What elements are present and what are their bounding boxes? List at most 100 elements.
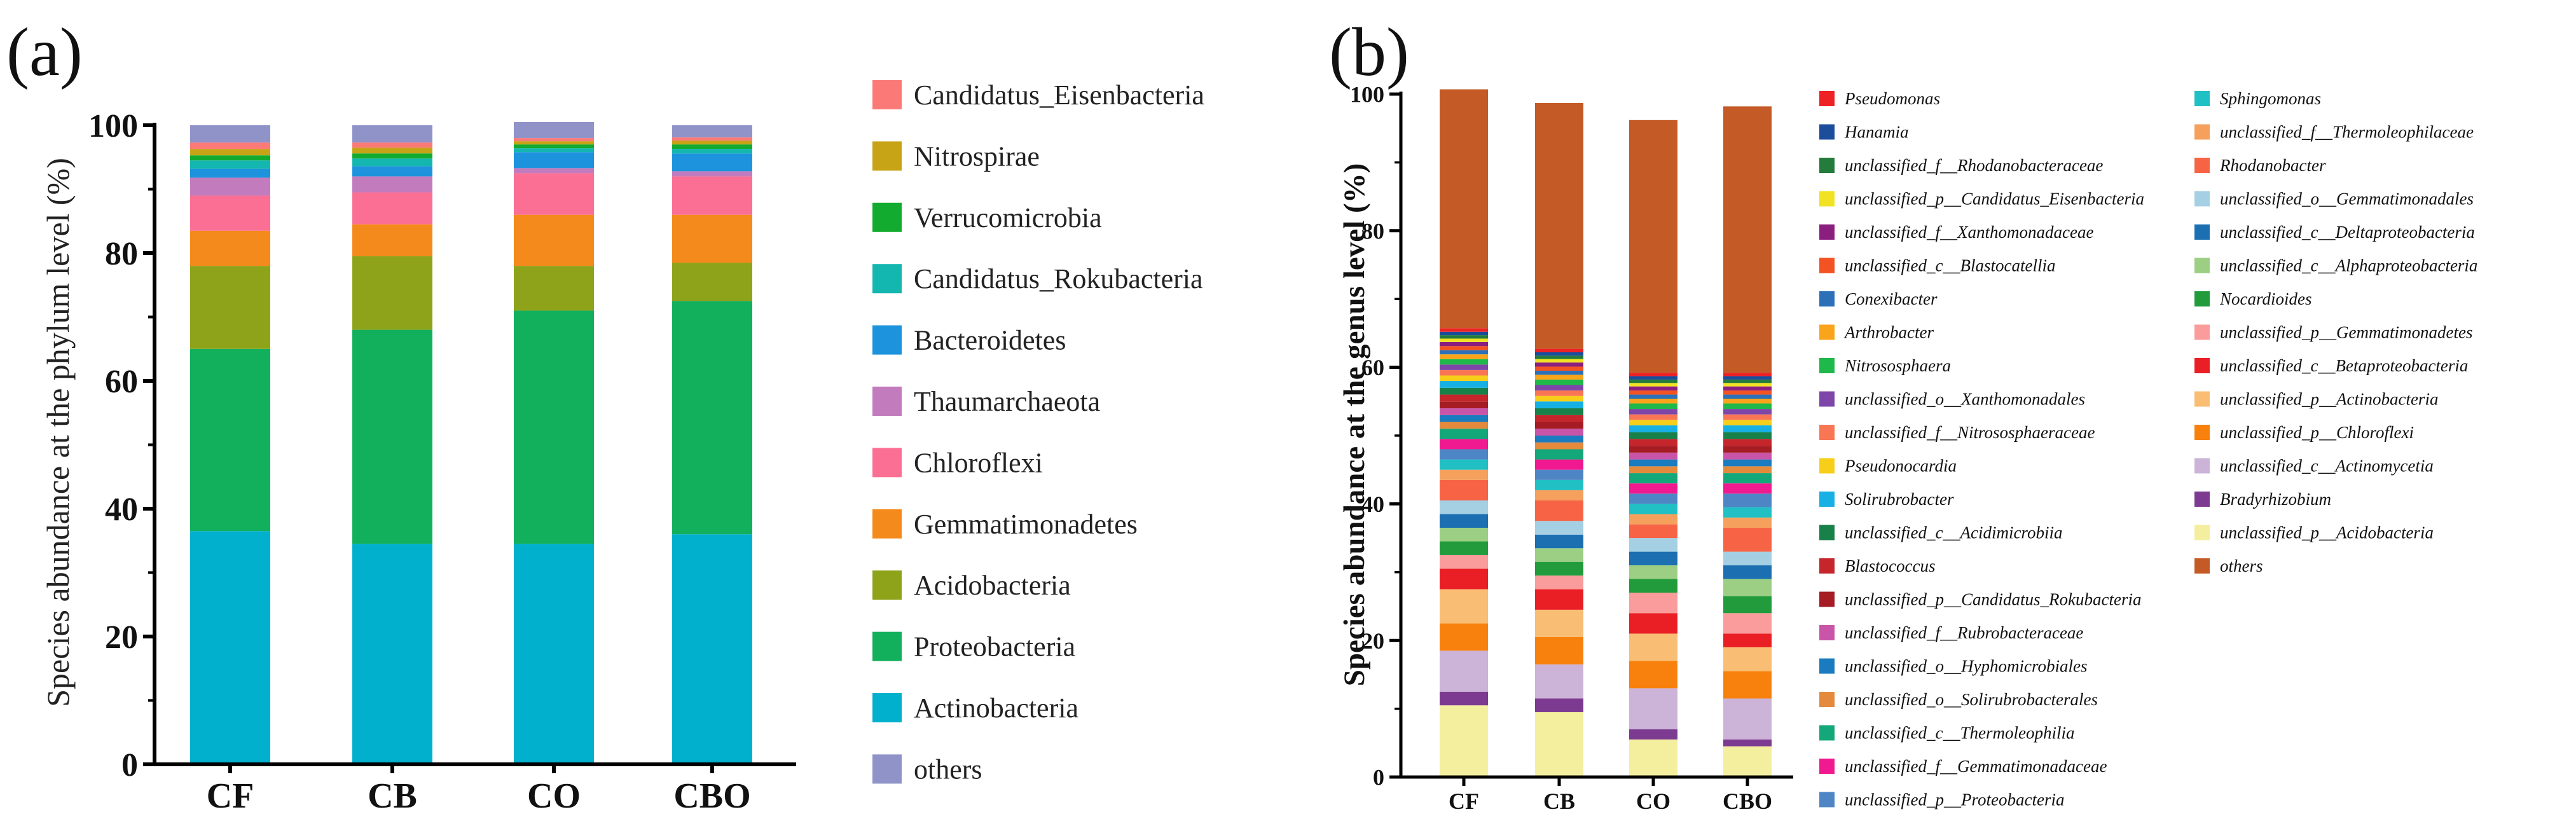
panel-b-bar-co-unclassified-c-deltaproteobacteria xyxy=(1629,551,1677,566)
panel-b-y-tick-label: 40 xyxy=(1361,492,1384,517)
panel-b-bar-cbo-unclassified-p-acidobacteria xyxy=(1723,746,1772,777)
panel-b-bar-co-nocardioides xyxy=(1629,579,1677,593)
panel-b-bar-cb-others xyxy=(1535,102,1583,349)
panel-a-bar-cb-verrucomicrobia xyxy=(352,153,432,159)
panel-b-bar-co-unclassified-o-gemmatimonadales xyxy=(1629,538,1677,552)
panel-a-bar-cf-candidatus-rokubacteria xyxy=(190,160,270,169)
panel-b-bar-co-unclassified-f-nitrososphaeraceae xyxy=(1629,414,1677,420)
panel-a-y-tick-label: 0 xyxy=(121,747,138,783)
panel-b-bar-co-unclassified-c-alphaproteobacteria xyxy=(1629,565,1677,579)
panel-a-bar-co-proteobacteria xyxy=(514,310,594,544)
panel-b-bar-cf-pseudomonas xyxy=(1440,328,1488,332)
legend-b-label-arthrobacter: Arthrobacter xyxy=(1843,323,1934,342)
legend-b-label-pseudomonas: Pseudomonas xyxy=(1844,89,1940,108)
panel-b-bar-cbo-unclassified-c-thermoleophilia xyxy=(1723,473,1772,484)
legend-a-label-chloroflexi: Chloroflexi xyxy=(914,447,1043,478)
panel-b-bar-cf-conexibacter xyxy=(1440,350,1488,355)
panel-a-bar-cf-nitrospirae xyxy=(190,149,270,156)
legend-a-label-others: others xyxy=(914,754,982,785)
legend-b-swatch-unclassified-c-thermoleophilia xyxy=(1819,725,1835,741)
panel-b-bar-cbo-unclassified-c-betaproteobacteria xyxy=(1723,633,1772,647)
panel-b-y-axis-label: Species abundance at the genus level (%) xyxy=(1338,163,1371,687)
panel-b-bar-cbo-unclassified-p-actinobacteria xyxy=(1723,647,1772,671)
panel-b-bar-cb-unclassified-c-betaproteobacteria xyxy=(1535,589,1583,610)
legend-b-label-unclassified-p-chloroflexi: unclassified_p__Chloroflexi xyxy=(2220,423,2414,442)
panel-b-bar-cf-unclassified-o-xanthomonadales xyxy=(1440,364,1488,370)
panel-b-bar-cb-nocardioides xyxy=(1535,561,1583,576)
legend-b-swatch-nitrososphaera xyxy=(1819,358,1835,373)
panel-b-bar-co-unclassified-o-hyphomicrobiales xyxy=(1629,459,1677,467)
legend-b-swatch-unclassified-o-hyphomicrobiales xyxy=(1819,658,1835,674)
panel-b-letter: (b) xyxy=(1329,15,1409,90)
panel-b-bar-cbo-unclassified-f-xanthomonadaceae xyxy=(1723,386,1772,391)
panel-a-bar-cb-thaumarchaeota xyxy=(352,176,432,193)
panel-b-bar-cbo-unclassified-c-deltaproteobacteria xyxy=(1723,565,1772,579)
legend-a-label-candidatus-eisenbacteria: Candidatus_Eisenbacteria xyxy=(914,79,1204,111)
panel-b-bar-cb-bradyrhizobium xyxy=(1535,698,1583,712)
panel-b-bar-co-unclassified-c-thermoleophilia xyxy=(1629,473,1677,484)
panel-b-bar-cb-sphingomonas xyxy=(1535,479,1583,490)
panel-b-bar-cbo-sphingomonas xyxy=(1723,507,1772,518)
legend-b-swatch-unclassified-o-solirubrobacterales xyxy=(1819,692,1835,707)
legend-b-swatch-unclassified-o-xanthomonadales xyxy=(1819,391,1835,407)
panel-b-bar-cf-unclassified-p-proteobacteria xyxy=(1440,449,1488,460)
panel-a-bar-co-gemmatimonadetes xyxy=(514,214,594,266)
panel-b-bar-cb-unclassified-p-candidatus-rokubacteria xyxy=(1535,422,1583,429)
panel-b-y-tick-label: 0 xyxy=(1373,765,1384,790)
panel-b-bar-cb-conexibacter xyxy=(1535,370,1583,375)
panel-b-legend: Pseudomonas Hanamia unclassified_f__Rhodan… xyxy=(1819,89,2477,809)
legend-b-swatch-unclassified-c-alphaproteobacteria xyxy=(2194,258,2210,273)
panel-b-bar-cbo-unclassified-f-rubrobacteraceae xyxy=(1723,452,1772,460)
legend-a-swatch-candidatus-eisenbacteria xyxy=(872,80,902,109)
panel-b-bar-co-conexibacter xyxy=(1629,394,1677,399)
panel-b-bar-cbo-unclassified-p-candidatus-eisenbacteria xyxy=(1723,383,1772,387)
panel-a-bars xyxy=(190,121,752,764)
panel-b-bar-co-arthrobacter xyxy=(1629,399,1677,404)
panel-a-bar-cb-proteobacteria xyxy=(352,329,432,544)
legend-b-label-unclassified-c-alphaproteobacteria: unclassified_c__Alphaproteobacteria xyxy=(2220,256,2477,275)
panel-a-x-tick-label: CBO xyxy=(673,776,750,816)
panel-b-bar-cb-nitrososphaera xyxy=(1535,379,1583,385)
panel-b-bar-cf-solirubrobacter xyxy=(1440,381,1488,388)
legend-a-swatch-verrucomicrobia xyxy=(872,202,902,232)
legend-a-swatch-acidobacteria xyxy=(872,570,902,600)
panel-b-bar-cf-unclassified-c-betaproteobacteria xyxy=(1440,568,1488,589)
panel-b-bar-cb-unclassified-o-xanthomonadales xyxy=(1535,385,1583,391)
legend-b-swatch-solirubrobacter xyxy=(1819,492,1835,507)
panel-b-bar-cf-unclassified-o-gemmatimonadales xyxy=(1440,500,1488,514)
panel-a-bar-cbo-proteobacteria xyxy=(672,301,752,535)
panel-b-bar-co-unclassified-p-candidatus-eisenbacteria xyxy=(1629,383,1677,387)
panel-b-bar-cbo-unclassified-c-alphaproteobacteria xyxy=(1723,579,1772,596)
legend-b-swatch-unclassified-c-blastocatellia xyxy=(1819,258,1835,273)
legend-b-label-unclassified-f-rhodanobacteraceae: unclassified_f__Rhodanobacteraceae xyxy=(1845,156,2103,175)
panel-b-bar-co-unclassified-p-chloroflexi xyxy=(1629,661,1677,689)
legend-b-swatch-unclassified-p-chloroflexi xyxy=(2194,425,2210,440)
panel-b-bar-cb-unclassified-c-thermoleophilia xyxy=(1535,449,1583,460)
panel-b-bar-cf-unclassified-f-thermoleophilaceae xyxy=(1440,469,1488,480)
legend-b-label-unclassified-p-acidobacteria: unclassified_p__Acidobacteria xyxy=(2220,523,2434,542)
panel-a-axes: CF CB CO CBO 0 20 40 60 80 100 xyxy=(88,108,796,816)
panel-b-y-tick-label: 100 xyxy=(1350,82,1384,107)
panel-b-bar-co-unclassified-c-actinomycetia xyxy=(1629,688,1677,729)
panel-b-bar-cf-unclassified-c-acidimicrobiia xyxy=(1440,387,1488,395)
legend-b-label-unclassified-p-proteobacteria: unclassified_p__Proteobacteria xyxy=(1845,790,2064,809)
panel-b-bar-cb-unclassified-f-nitrososphaeraceae xyxy=(1535,390,1583,396)
legend-b-swatch-bradyrhizobium xyxy=(2194,492,2210,507)
legend-b-swatch-unclassified-f-gemmatimonadaceae xyxy=(1819,759,1835,774)
legend-a-swatch-chloroflexi xyxy=(872,448,902,478)
legend-b-label-unclassified-o-solirubrobacterales: unclassified_o__Solirubrobacterales xyxy=(1845,690,2098,709)
panel-b-bar-cf-unclassified-p-chloroflexi xyxy=(1440,623,1488,651)
panel-a-bar-cbo-chloroflexi xyxy=(672,176,752,215)
panel-b-bar-cf-unclassified-p-acidobacteria xyxy=(1440,705,1488,777)
legend-b-swatch-blastococcus xyxy=(1819,558,1835,574)
panel-b-bar-cb-unclassified-c-actinomycetia xyxy=(1535,664,1583,699)
panel-b-bar-cf-unclassified-o-solirubrobacterales xyxy=(1440,422,1488,429)
panel-b-bar-cbo-blastococcus xyxy=(1723,439,1772,446)
panel-a-bar-co-chloroflexi xyxy=(514,173,594,215)
panel-a-y-axis-label: Species abundance at the phylum level (%… xyxy=(40,158,76,707)
panel-b-bar-cb-unclassified-f-gemmatimonadaceae xyxy=(1535,459,1583,470)
legend-b-swatch-pseudonocardia xyxy=(1819,458,1835,474)
legend-b-label-sphingomonas: Sphingomonas xyxy=(2220,89,2321,108)
panel-b-bar-cbo-unclassified-o-gemmatimonadales xyxy=(1723,551,1772,566)
panel-b-bar-cb-unclassified-o-hyphomicrobiales xyxy=(1535,436,1583,443)
